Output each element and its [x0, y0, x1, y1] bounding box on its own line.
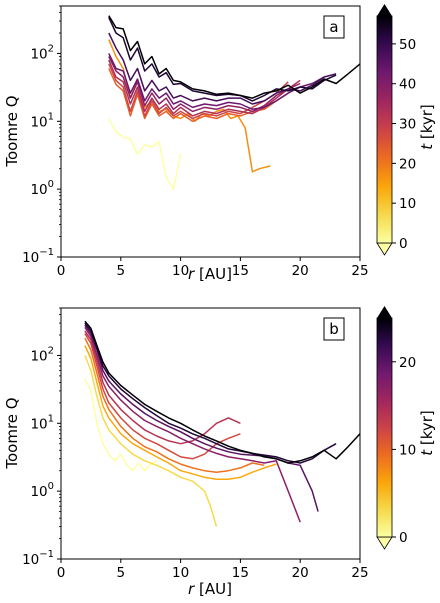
- panel-a-x-label-unit: [AU]: [194, 265, 232, 283]
- panel-b-series-line-4: [84, 333, 241, 460]
- panel-b-series-line-6: [84, 326, 301, 523]
- panel-b-x-ticks: 0 5 10 15 20 25: [57, 559, 369, 581]
- panel-b-colorbar: 0 10 20: [376, 306, 416, 550]
- panel-a-colorbar-bottom-extend: [376, 242, 393, 256]
- panel-a-x-axis-label: r [AU]: [188, 265, 232, 283]
- panel-a-series-line-2: [108, 68, 289, 123]
- panel-a-series-line-6: [108, 53, 325, 111]
- panel-b-x-tick-label: 5: [117, 565, 126, 581]
- panel-b-tag: b: [329, 320, 339, 338]
- panel-b-series-line-3: [84, 337, 265, 473]
- panel-b-axes-frame: [60, 307, 361, 560]
- panel-a-series-line-0: [108, 118, 182, 190]
- panel-a-colorbar-tick-label: 10: [399, 196, 416, 212]
- panel-b-series-line-9: [84, 320, 360, 464]
- panel-a-tag: a: [329, 18, 338, 36]
- panel-a-cbar-label-unit: [kyr]: [418, 104, 436, 144]
- panel-b-x-tick-label: 15: [232, 565, 249, 581]
- panel-a-y-tick-label: 101: [30, 111, 54, 130]
- panel-b-x-tick-label: 20: [292, 565, 309, 581]
- panel-b-x-tick-label: 10: [172, 565, 189, 581]
- panel-b-colorbar-label: t [kyr]: [418, 410, 436, 456]
- panel-b-series-line-1: [84, 355, 218, 527]
- panel-b-y-ticks: 10−1 100 101 102: [22, 307, 61, 568]
- panel-a-y-tick-label: 102: [30, 43, 54, 62]
- panel-b-y-tick-label: 10−1: [22, 549, 54, 568]
- panel-b-colorbar-tick-label: 0: [399, 530, 408, 546]
- panel-a-y-axis-label: Toomre Q: [3, 95, 21, 167]
- panel-a-x-tick-label: 10: [172, 263, 189, 279]
- panel-b-colorbar-bottom-extend: [376, 536, 393, 550]
- panel-a-x-tick-label: 5: [117, 263, 126, 279]
- panel-b-x-tick-label: 0: [57, 565, 66, 581]
- panel-b-y-tick-label: 102: [30, 345, 54, 364]
- panel-a-x-label-var: r: [188, 265, 195, 283]
- panel-a-colorbar-tick-label: 0: [399, 236, 408, 252]
- panel-a-y-tick-label: 10−1: [22, 247, 54, 266]
- panel-b-y-axis-label: Toomre Q: [3, 397, 21, 469]
- panel-b-series-line-0: [84, 378, 158, 472]
- panel-a-colorbar-tick-label: 40: [399, 77, 416, 93]
- panel-b-series-line-2: [84, 345, 277, 480]
- panel-a-tag-box: [323, 15, 345, 39]
- panel-a-series-line-9: [108, 15, 360, 99]
- panel-b-colorbar-bar: [376, 317, 393, 538]
- panel-a-colorbar-top-extend: [377, 4, 392, 16]
- panel-a-colorbar: 0 10 20 30 40 50: [376, 4, 416, 256]
- panel-a-colorbar-label: t [kyr]: [418, 104, 436, 150]
- panel-a-y-ticks: 10−1 100 101 102: [22, 5, 61, 266]
- panel-b-tag-box: [323, 317, 345, 341]
- panel-a-colorbar-tick-label: 30: [399, 117, 416, 133]
- panel-a-x-tick-label: 25: [351, 263, 368, 279]
- panel-b-series-line-8: [84, 322, 337, 464]
- panel-b-x-tick-label: 25: [351, 565, 368, 581]
- panel-b-cbar-label-var: t: [418, 449, 436, 456]
- panel-a-x-tick-label: 20: [292, 263, 309, 279]
- panel-a-series-line-4: [108, 59, 301, 117]
- panel-a-x-tick-label: 0: [57, 263, 66, 279]
- panel-a-y-tick-label: 100: [30, 179, 54, 198]
- panel-b-x-label-var: r: [188, 580, 195, 598]
- panel-b-series-line-7: [84, 324, 319, 512]
- panel-a-series: [108, 15, 360, 190]
- panel-a-series-line-7: [108, 32, 337, 105]
- panel-a-colorbar-tick-label: 50: [399, 37, 416, 53]
- panel-b-series-line-5: [84, 330, 241, 445]
- panel-b-x-label-unit: [AU]: [194, 580, 232, 598]
- panel-b-colorbar-top-extend: [377, 306, 392, 318]
- panel-b-y-tick-label: 101: [30, 413, 54, 432]
- panel-b-colorbar-tick-label: 20: [399, 355, 416, 371]
- panel-a-x-tick-label: 15: [232, 263, 249, 279]
- panel-a-series-line-8: [108, 17, 337, 102]
- panel-a-colorbar-bar: [376, 15, 393, 244]
- panel-b-x-axis-label: r [AU]: [188, 580, 232, 598]
- panel-b-cbar-label-unit: [kyr]: [418, 410, 436, 450]
- panel-b-y-tick-label: 100: [30, 481, 54, 500]
- panel-b-series: [84, 320, 360, 527]
- panel-a-axes-frame: [60, 5, 361, 258]
- panel-b-colorbar-tick-label: 10: [399, 442, 416, 458]
- panel-a-colorbar-tick-label: 20: [399, 156, 416, 172]
- panel-a-x-ticks: 0 5 10 15 20 25: [57, 257, 369, 279]
- panel-a-cbar-label-var: t: [418, 143, 436, 150]
